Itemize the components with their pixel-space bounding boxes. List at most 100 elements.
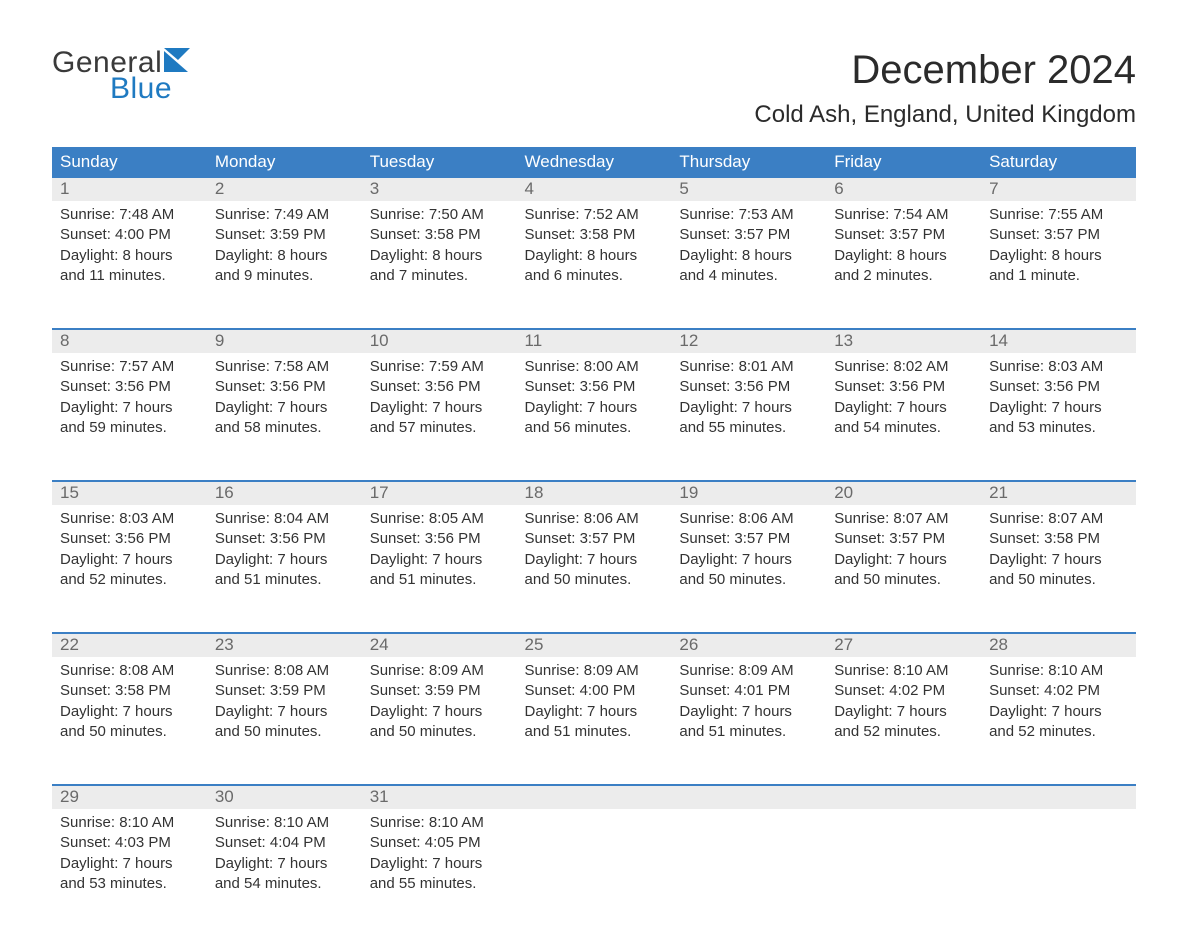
day-number-cell: 8 <box>52 330 207 353</box>
weekday-header-cell: Saturday <box>981 147 1136 178</box>
day-info-cell: Sunrise: 7:53 AMSunset: 3:57 PMDaylight:… <box>671 201 826 329</box>
day-number-cell: 12 <box>671 330 826 353</box>
day-number-cell: 18 <box>517 482 672 505</box>
day-info-cell: Sunrise: 7:59 AMSunset: 3:56 PMDaylight:… <box>362 353 517 481</box>
day-info-row: Sunrise: 7:57 AMSunset: 3:56 PMDaylight:… <box>52 353 1136 481</box>
sunrise-line: Sunrise: 8:08 AM <box>215 661 354 681</box>
sunset-line: Sunset: 3:56 PM <box>989 377 1128 397</box>
day-number-cell: 19 <box>671 482 826 505</box>
day-number-row: 15161718192021 <box>52 482 1136 505</box>
day-number-cell: 13 <box>826 330 981 353</box>
daylight-line1: Daylight: 7 hours <box>989 398 1128 418</box>
sunrise-line: Sunrise: 7:50 AM <box>370 205 509 225</box>
sunset-line: Sunset: 4:00 PM <box>60 225 199 245</box>
day-info-cell: Sunrise: 8:06 AMSunset: 3:57 PMDaylight:… <box>517 505 672 633</box>
day-number-cell: 26 <box>671 634 826 657</box>
sunset-line: Sunset: 3:56 PM <box>525 377 664 397</box>
sunrise-line: Sunrise: 8:09 AM <box>525 661 664 681</box>
daylight-line2: and 55 minutes. <box>679 418 818 438</box>
day-number-cell: 11 <box>517 330 672 353</box>
sunrise-line: Sunrise: 8:08 AM <box>60 661 199 681</box>
calendar-weekday-header: SundayMondayTuesdayWednesdayThursdayFrid… <box>52 147 1136 178</box>
sunset-line: Sunset: 4:04 PM <box>215 833 354 853</box>
sunset-line: Sunset: 3:59 PM <box>215 681 354 701</box>
daylight-line2: and 51 minutes. <box>679 722 818 742</box>
sunrise-line: Sunrise: 8:07 AM <box>989 509 1128 529</box>
daylight-line2: and 54 minutes. <box>834 418 973 438</box>
day-info-cell: Sunrise: 8:08 AMSunset: 3:59 PMDaylight:… <box>207 657 362 785</box>
daylight-line1: Daylight: 7 hours <box>215 702 354 722</box>
location-subtitle: Cold Ash, England, United Kingdom <box>754 101 1136 129</box>
day-number-cell: 25 <box>517 634 672 657</box>
day-number-cell: 16 <box>207 482 362 505</box>
daylight-line1: Daylight: 7 hours <box>215 398 354 418</box>
daylight-line1: Daylight: 7 hours <box>525 398 664 418</box>
day-info-cell: Sunrise: 7:49 AMSunset: 3:59 PMDaylight:… <box>207 201 362 329</box>
daylight-line1: Daylight: 7 hours <box>679 550 818 570</box>
sunrise-line: Sunrise: 8:10 AM <box>834 661 973 681</box>
daylight-line2: and 4 minutes. <box>679 266 818 286</box>
daylight-line1: Daylight: 7 hours <box>989 702 1128 722</box>
daylight-line1: Daylight: 7 hours <box>370 854 509 874</box>
day-info-cell: Sunrise: 8:09 AMSunset: 4:00 PMDaylight:… <box>517 657 672 785</box>
sunrise-line: Sunrise: 7:53 AM <box>679 205 818 225</box>
sunrise-line: Sunrise: 8:06 AM <box>525 509 664 529</box>
day-number-cell: 4 <box>517 178 672 201</box>
daylight-line2: and 1 minute. <box>989 266 1128 286</box>
day-info-row: Sunrise: 7:48 AMSunset: 4:00 PMDaylight:… <box>52 201 1136 329</box>
daylight-line2: and 55 minutes. <box>370 874 509 894</box>
daylight-line2: and 53 minutes. <box>60 874 199 894</box>
day-number-cell <box>517 786 672 809</box>
daylight-line1: Daylight: 7 hours <box>60 550 199 570</box>
day-number-cell: 22 <box>52 634 207 657</box>
sunrise-line: Sunrise: 7:49 AM <box>215 205 354 225</box>
daylight-line1: Daylight: 7 hours <box>215 550 354 570</box>
day-number-cell: 14 <box>981 330 1136 353</box>
daylight-line2: and 6 minutes. <box>525 266 664 286</box>
day-info-cell: Sunrise: 7:57 AMSunset: 3:56 PMDaylight:… <box>52 353 207 481</box>
sunrise-line: Sunrise: 8:03 AM <box>989 357 1128 377</box>
daylight-line2: and 51 minutes. <box>525 722 664 742</box>
sunset-line: Sunset: 3:58 PM <box>370 225 509 245</box>
day-number-cell: 30 <box>207 786 362 809</box>
daylight-line1: Daylight: 7 hours <box>679 702 818 722</box>
daylight-line2: and 11 minutes. <box>60 266 199 286</box>
sunset-line: Sunset: 3:59 PM <box>370 681 509 701</box>
daylight-line2: and 50 minutes. <box>834 570 973 590</box>
day-number-cell <box>826 786 981 809</box>
sunset-line: Sunset: 3:56 PM <box>834 377 973 397</box>
daylight-line2: and 9 minutes. <box>215 266 354 286</box>
sunrise-line: Sunrise: 8:09 AM <box>679 661 818 681</box>
daylight-line1: Daylight: 7 hours <box>370 702 509 722</box>
sunset-line: Sunset: 3:58 PM <box>60 681 199 701</box>
sunrise-line: Sunrise: 7:57 AM <box>60 357 199 377</box>
day-number-cell: 17 <box>362 482 517 505</box>
day-info-cell: Sunrise: 7:48 AMSunset: 4:00 PMDaylight:… <box>52 201 207 329</box>
day-info-cell: Sunrise: 8:10 AMSunset: 4:02 PMDaylight:… <box>981 657 1136 785</box>
weekday-header-cell: Tuesday <box>362 147 517 178</box>
sunset-line: Sunset: 4:02 PM <box>989 681 1128 701</box>
weekday-header-cell: Sunday <box>52 147 207 178</box>
day-info-cell: Sunrise: 8:09 AMSunset: 4:01 PMDaylight:… <box>671 657 826 785</box>
day-number-row: 22232425262728 <box>52 634 1136 657</box>
daylight-line2: and 59 minutes. <box>60 418 199 438</box>
sunset-line: Sunset: 3:57 PM <box>679 225 818 245</box>
day-info-cell: Sunrise: 8:09 AMSunset: 3:59 PMDaylight:… <box>362 657 517 785</box>
day-info-cell: Sunrise: 8:03 AMSunset: 3:56 PMDaylight:… <box>52 505 207 633</box>
daylight-line2: and 58 minutes. <box>215 418 354 438</box>
daylight-line2: and 51 minutes. <box>370 570 509 590</box>
sunrise-line: Sunrise: 7:54 AM <box>834 205 973 225</box>
daylight-line2: and 50 minutes. <box>60 722 199 742</box>
day-number-cell: 2 <box>207 178 362 201</box>
sunset-line: Sunset: 3:56 PM <box>60 529 199 549</box>
day-info-cell: Sunrise: 8:01 AMSunset: 3:56 PMDaylight:… <box>671 353 826 481</box>
daylight-line2: and 51 minutes. <box>215 570 354 590</box>
daylight-line1: Daylight: 7 hours <box>989 550 1128 570</box>
day-info-cell: Sunrise: 8:03 AMSunset: 3:56 PMDaylight:… <box>981 353 1136 481</box>
daylight-line1: Daylight: 7 hours <box>215 854 354 874</box>
day-info-cell: Sunrise: 8:04 AMSunset: 3:56 PMDaylight:… <box>207 505 362 633</box>
daylight-line2: and 52 minutes. <box>834 722 973 742</box>
sunrise-line: Sunrise: 8:10 AM <box>215 813 354 833</box>
daylight-line2: and 52 minutes. <box>60 570 199 590</box>
daylight-line2: and 7 minutes. <box>370 266 509 286</box>
